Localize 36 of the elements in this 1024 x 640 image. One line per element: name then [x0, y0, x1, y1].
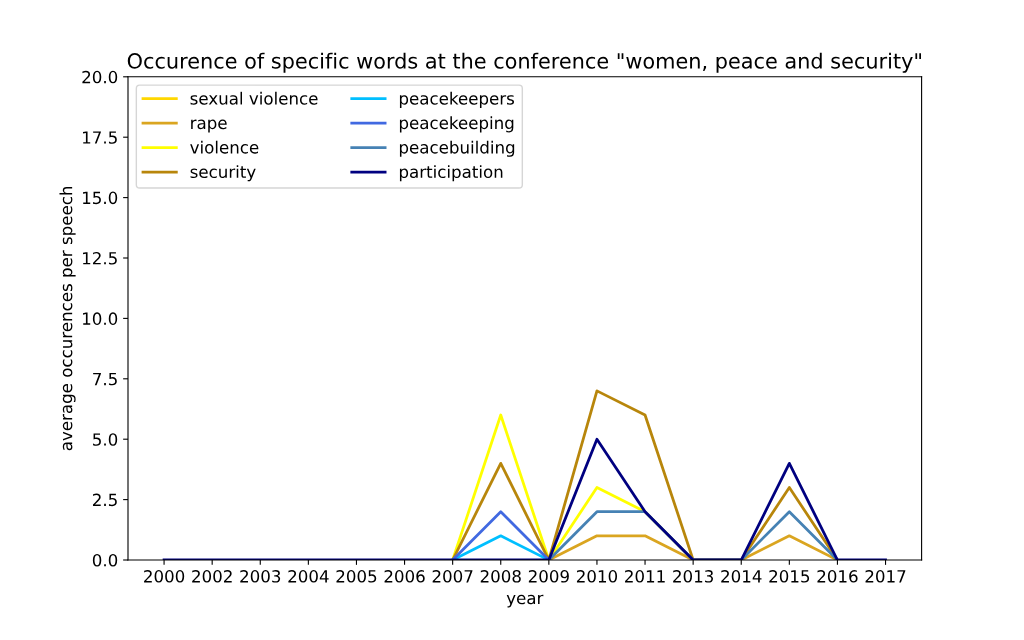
x-tick-label: 2005: [336, 570, 377, 583]
legend-label: peacekeepers: [399, 91, 515, 108]
legend-label: peacebuilding: [399, 140, 515, 157]
x-tick-label: 2000: [144, 570, 185, 583]
y-tick-label: 0.0: [92, 553, 118, 567]
x-tick-label: 2015: [769, 570, 810, 583]
legend-label: participation: [399, 165, 503, 182]
y-tick-label: 5.0: [93, 433, 118, 446]
x-tick-label: 2014: [721, 570, 762, 583]
y-tick-label: 17.5: [83, 131, 117, 144]
legend-label: rape: [191, 119, 227, 133]
legend-label: sexual violence: [190, 91, 318, 105]
y-tick-label: 20.0: [82, 70, 118, 84]
x-tick-label: 2006: [384, 570, 425, 583]
x-tick-label: 2016: [817, 570, 858, 583]
y-tick-label: 10.0: [83, 312, 118, 325]
x-tick-label: 2010: [576, 570, 618, 583]
y-axis-title: average occurences per speech: [59, 186, 76, 451]
x-axis-title: year: [506, 594, 544, 608]
legend-label: peacekeeping: [399, 116, 514, 133]
legend-label: violence: [190, 140, 259, 154]
x-tick-label: 2017: [865, 570, 906, 583]
legend-label: security: [190, 165, 256, 182]
y-tick-label: 7.5: [93, 372, 117, 386]
x-tick-label: 2002: [192, 570, 232, 583]
y-tick-label: 15.0: [83, 191, 118, 205]
x-tick-label: 2008: [480, 570, 521, 583]
x-tick-label: 2004: [288, 570, 329, 583]
chart-title: Occurence of specific words at the conference "women, peace and security": [127, 52, 921, 73]
x-tick-label: 2007: [432, 570, 473, 583]
x-tick-label: 2011: [625, 570, 665, 583]
y-tick-label: 2.5: [92, 493, 117, 507]
x-tick-label: 2009: [528, 570, 569, 583]
x-tick-label: 2003: [240, 570, 281, 583]
y-tick-label: 12.5: [83, 251, 117, 265]
x-tick-label: 2013: [673, 570, 714, 583]
